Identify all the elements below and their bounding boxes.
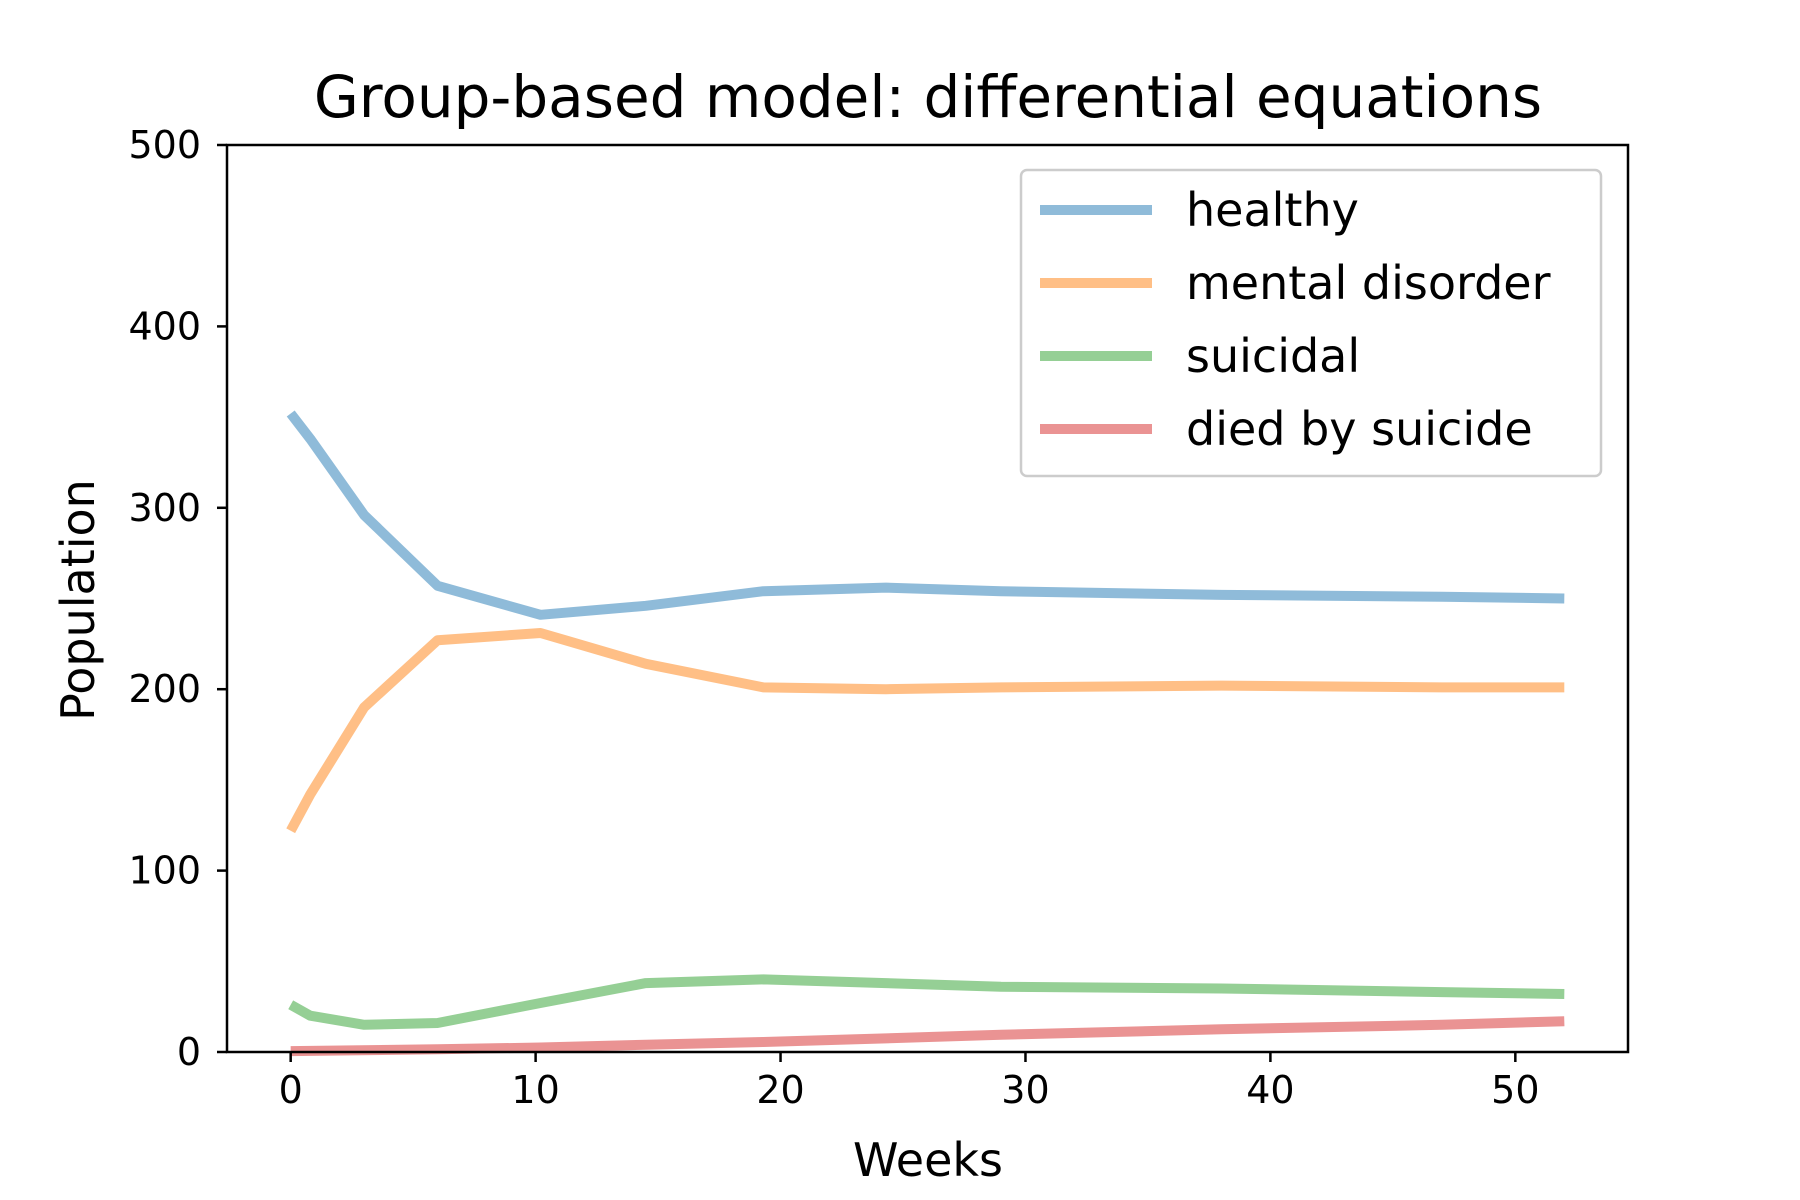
y-axis: 0 100 200 300 400 500: [128, 123, 227, 1074]
y-tick-label: 200: [128, 667, 201, 711]
legend-label: healthy: [1186, 183, 1359, 237]
series-line-healthy: [286, 410, 1565, 620]
x-tick-label: 30: [1001, 1068, 1049, 1112]
legend-label: died by suicide: [1186, 402, 1533, 456]
x-tick-label: 0: [279, 1068, 303, 1112]
y-tick-label: 300: [128, 486, 201, 530]
y-tick-label: 100: [128, 849, 201, 893]
plot-area: [286, 410, 1565, 1057]
y-tick-label: 0: [177, 1030, 201, 1074]
x-tick-label: 50: [1491, 1068, 1539, 1112]
series-line-mental-disorder: [286, 628, 1565, 834]
y-tick-label: 400: [128, 304, 201, 348]
x-tick-label: 40: [1246, 1068, 1294, 1112]
chart-title: Group-based model: differential equation…: [314, 63, 1542, 131]
legend: healthy mental disorder suicidal died by su…: [1019, 168, 1603, 478]
x-tick-label: 20: [756, 1068, 804, 1112]
x-axis-label: Weeks: [853, 1133, 1003, 1187]
legend-label: suicidal: [1186, 329, 1360, 383]
legend-box: [1019, 168, 1603, 478]
y-tick-label: 500: [128, 123, 201, 167]
x-axis: 0 10 20 30 40 50: [279, 1052, 1540, 1112]
y-axis-label: Population: [51, 479, 105, 721]
series-line-suicidal: [288, 974, 1565, 1030]
plot-frame: [225, 143, 1630, 1054]
x-tick-label: 10: [511, 1068, 559, 1112]
series-line-died-by-suicide: [290, 1016, 1565, 1057]
legend-label: mental disorder: [1186, 256, 1551, 310]
